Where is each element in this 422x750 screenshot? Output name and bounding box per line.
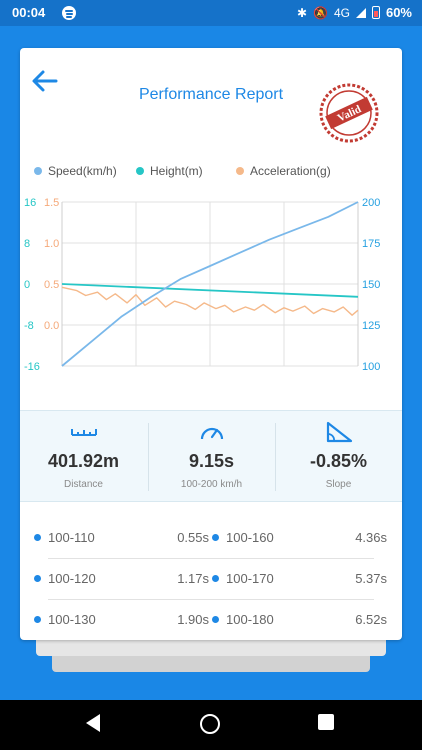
slope-value: -0.85% [309,451,368,471]
legend-speed: Speed(km/h) [34,164,117,178]
slope-label: Slope [325,479,352,490]
nav-back-icon[interactable] [86,714,100,732]
split-time: 1.90s [177,612,209,627]
bullet [212,534,219,541]
status-bar: 00:04 ✱ 🔕 4G 60% [0,0,422,26]
split-item: 100-130 1.90s [34,610,209,630]
time-value: 9.15s [188,451,235,471]
valid-stamp: Valid [318,82,380,144]
mute-icon: 🔕 [313,5,328,20]
bullet [34,616,41,623]
performance-chart: 16 8 0 -8 -16 1.5 1.0 0.5 0.0 200 175 150 125 100 [24,197,380,373]
split-time: 4.36s [355,530,387,545]
split-range: 100-180 [226,612,274,627]
stat-distance: 401.92m Distance [20,411,147,503]
legend-speed-dot [34,167,42,175]
split-range: 100-130 [48,612,96,627]
battery-icon [371,6,380,19]
y-axis-acceleration-tick: 1.5 [44,197,59,209]
navigation-bar [0,700,422,750]
split-times: 100-110 0.55s 100-160 4.36s 100-120 1.17s 1… [20,518,402,638]
y-axis-right-tick: 125 [362,320,380,332]
distance-value: 401.92m [47,451,120,471]
split-item: 100-160 4.36s [212,528,387,548]
battery-percent: 60% [385,5,412,20]
divider [148,423,149,491]
slope-icon [326,421,353,443]
y-axis-left-tick: -16 [24,361,40,373]
network-type: 4G [333,5,350,20]
row-divider [48,558,374,559]
bluetooth-icon: ✱ [296,5,307,20]
split-item: 100-120 1.17s [34,569,209,589]
back-arrow-icon[interactable] [30,68,60,94]
y-axis-left-tick: -8 [24,320,34,332]
split-time: 5.37s [355,571,387,586]
y-axis-left-tick: 8 [24,238,30,250]
split-time: 0.55s [177,530,209,545]
page-title: Performance Report [138,86,284,103]
legend-acceleration-dot [236,167,244,175]
bullet [212,575,219,582]
split-item: 100-110 0.55s [34,528,209,548]
stats-panel: 401.92m Distance 9.15s 100-200 km/h -0.8… [20,410,402,502]
split-item: 100-180 6.52s [212,610,387,630]
legend-height: Height(m) [136,164,203,178]
signal-icon [355,7,366,18]
speed-line [61,201,359,367]
bullet [34,534,41,541]
legend-speed-label: Speed(km/h) [48,164,117,178]
split-time: 6.52s [355,612,387,627]
distance-label: Distance [64,479,103,490]
legend-height-dot [136,167,144,175]
split-range: 100-120 [48,571,96,586]
y-axis-right-tick: 200 [362,197,380,209]
stat-slope: -0.85% Slope [275,411,402,503]
speedometer-icon [200,427,224,440]
row-divider [48,599,374,600]
stat-time: 9.15s 100-200 km/h [148,411,275,503]
height-line [61,283,359,298]
split-range: 100-170 [226,571,274,586]
time-label: 100-200 km/h [180,479,243,490]
status-icons: ✱ 🔕 4G 60% [297,5,412,20]
stamp-text: Valid [336,103,363,124]
y-axis-left-tick: 0 [24,279,30,291]
y-axis-right-tick: 175 [362,238,380,250]
nav-home-icon[interactable] [200,714,220,734]
bullet [212,616,219,623]
report-card: Performance Report Valid Speed(km/h) Hei… [20,48,402,640]
legend-acceleration-label: Acceleration(g) [250,164,331,178]
legend-acceleration: Acceleration(g) [236,164,331,178]
split-range: 100-160 [226,530,274,545]
y-axis-acceleration-tick: 0.5 [44,279,59,291]
nav-recents-icon[interactable] [318,714,334,730]
split-time: 1.17s [177,571,209,586]
legend-height-label: Height(m) [150,164,203,178]
split-item: 100-170 5.37s [212,569,387,589]
y-axis-acceleration-tick: 1.0 [44,238,59,250]
ruler-icon [71,429,97,436]
acceleration-line [61,286,359,316]
split-range: 100-110 [48,530,95,545]
y-axis-right-tick: 100 [362,361,380,373]
y-axis-acceleration-tick: 0.0 [44,320,59,332]
clock: 00:04 [12,5,46,20]
y-axis-left-tick: 16 [24,197,36,209]
spotify-icon [62,6,76,20]
bullet [34,575,41,582]
divider [275,423,276,491]
y-axis-right-tick: 150 [362,279,380,291]
chart-legend: Speed(km/h) Height(m) Acceleration(g) [30,164,402,182]
